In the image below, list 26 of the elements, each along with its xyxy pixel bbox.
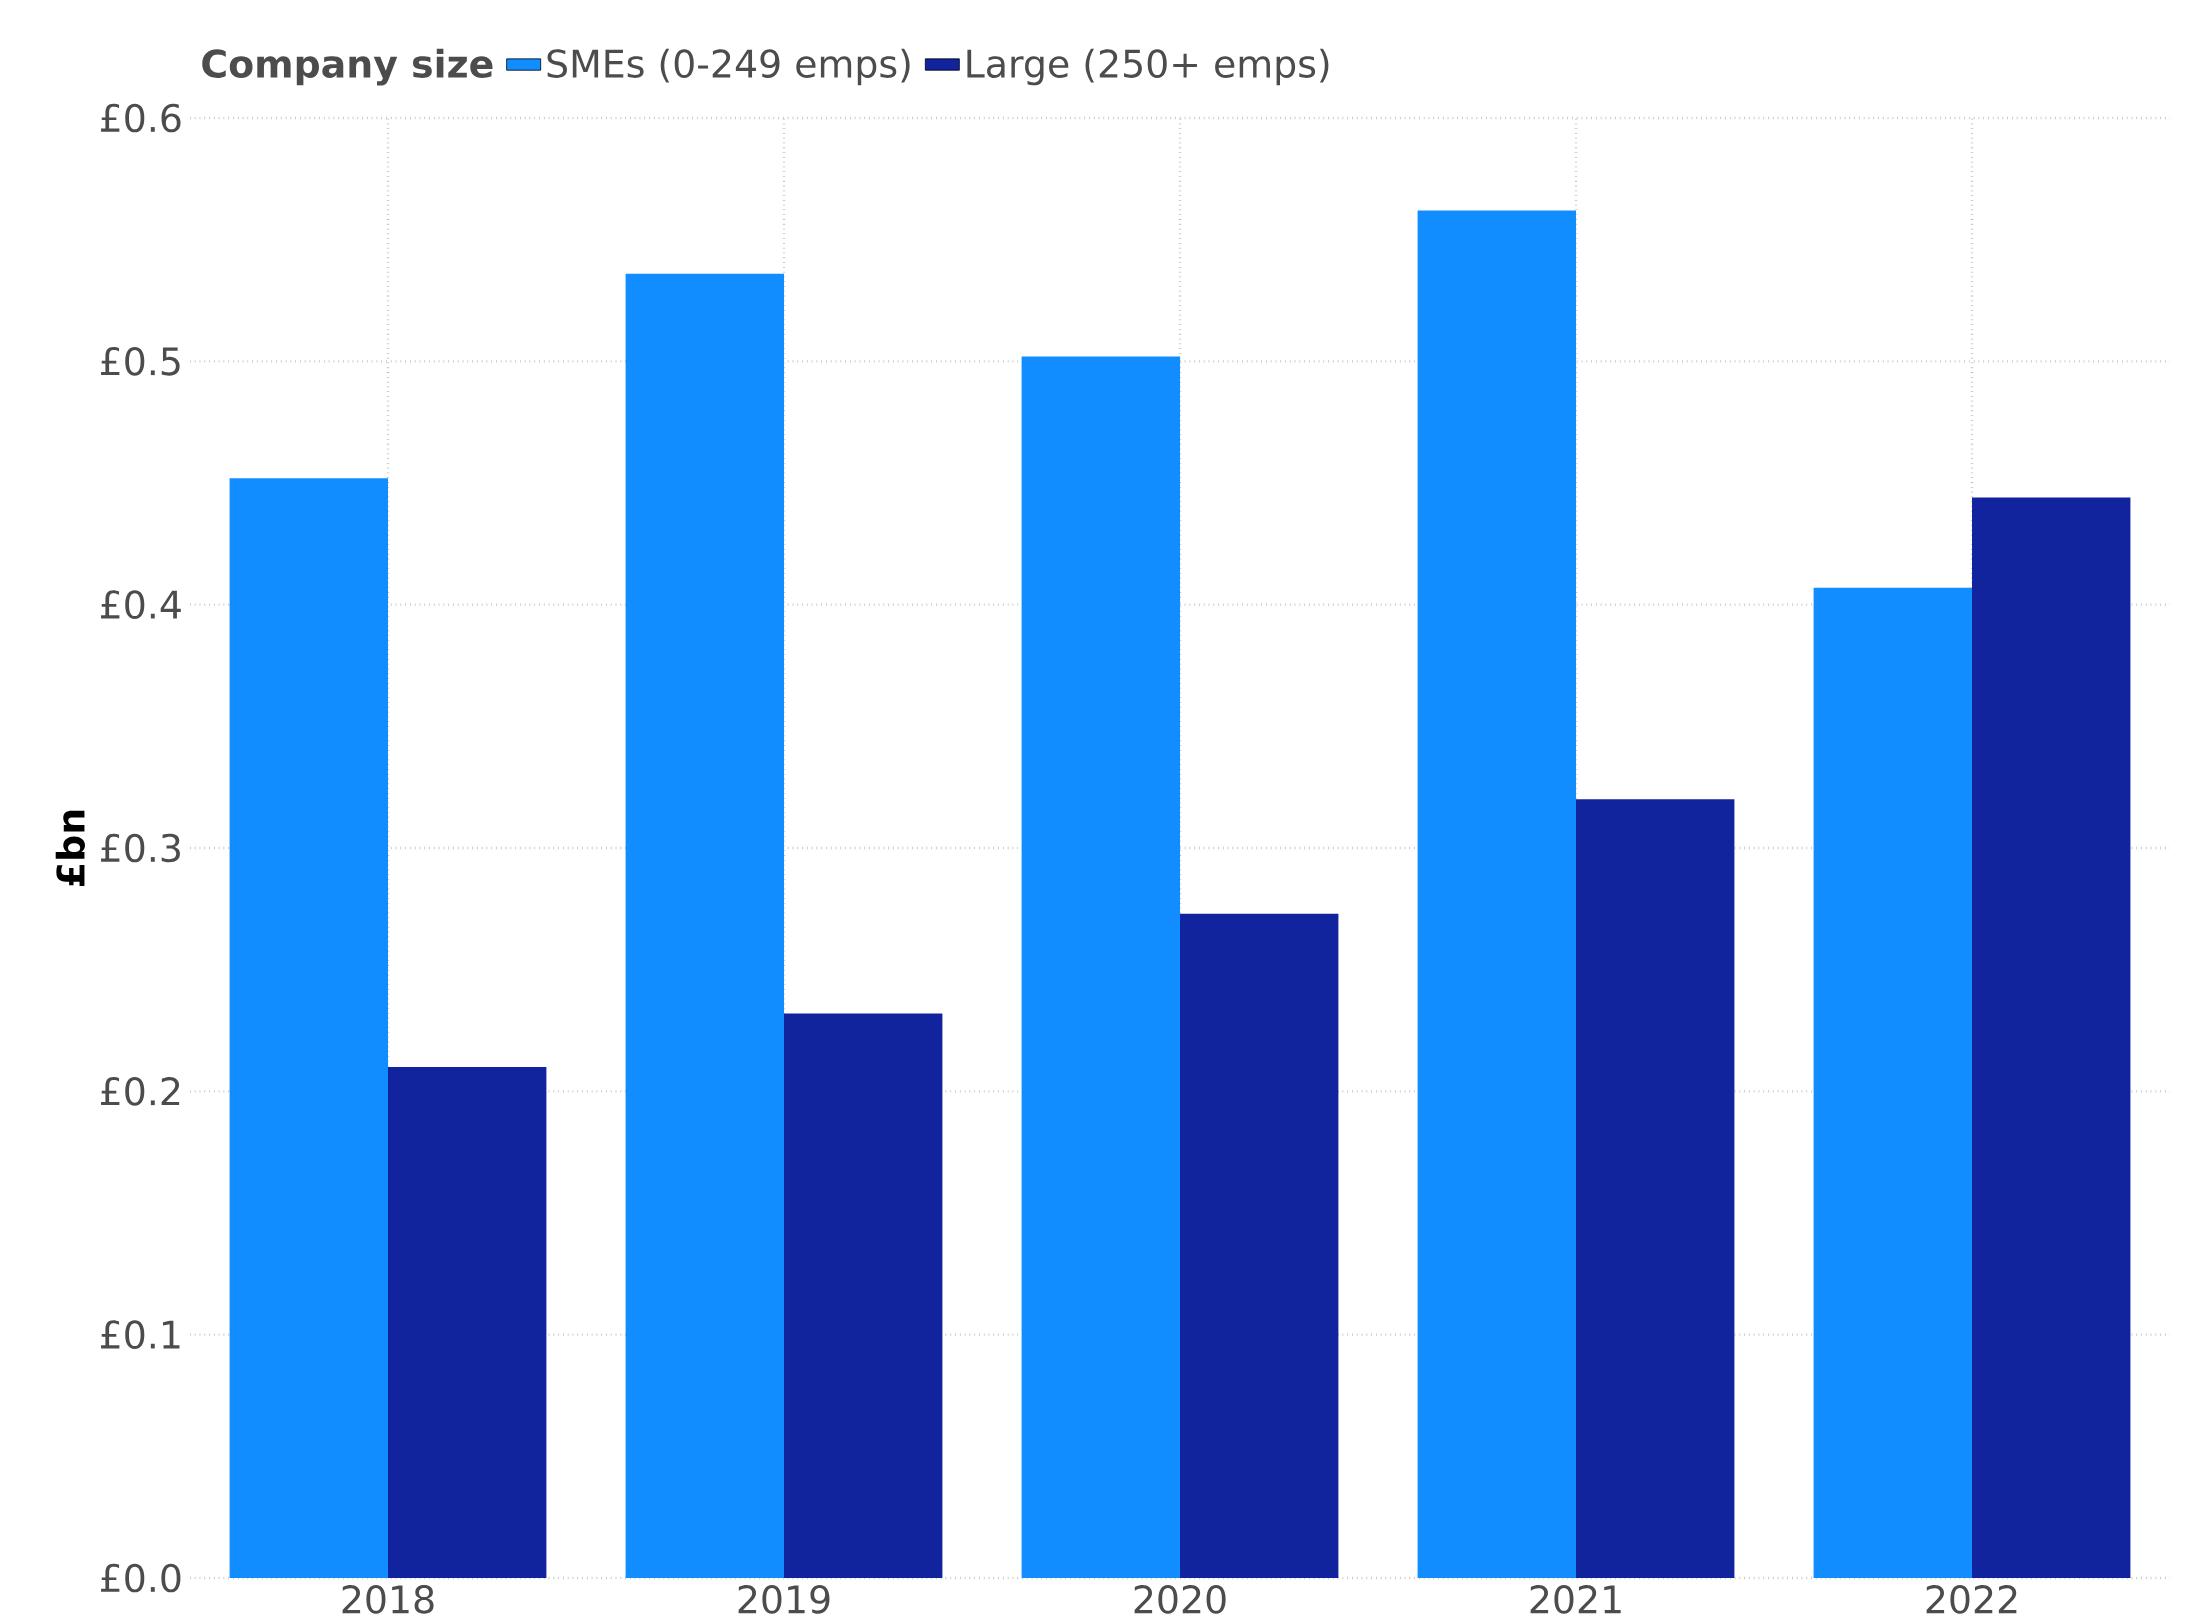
bar [1417,210,1577,1578]
legend-label: SMEs (0-249 emps) [547,48,910,86]
x-tick-label: 2022 [1926,1585,2017,1614]
y-tick-label: £0.5 [101,347,180,376]
y-tick-label: £0.0 [101,1563,181,1593]
bar [1972,497,2131,1578]
y-tick-label: £0.6 [101,103,181,133]
bar [1021,356,1181,1578]
y-tick-label: £0.3 [101,833,180,863]
y-tick-label: £0.2 [101,1077,180,1106]
y-tick-label: £0.1 [101,1320,180,1349]
bar [625,273,784,1578]
x-tick-label: 2021 [1530,1585,1621,1614]
y-axis-title: £bn [55,810,85,886]
legend-title: Company size [202,48,493,86]
bar [1576,799,1735,1578]
bar [229,478,388,1578]
bar [1813,587,1973,1578]
bar [784,1013,943,1578]
x-tick-label: 2020 [1134,1585,1226,1614]
legend-label: Large (250+ emps) [967,48,1329,86]
bar [1180,913,1339,1578]
x-tick-label: 2018 [342,1585,434,1614]
bar [388,1067,547,1578]
x-tick-label: 2019 [738,1585,830,1614]
y-tick-label: £0.4 [101,590,181,619]
